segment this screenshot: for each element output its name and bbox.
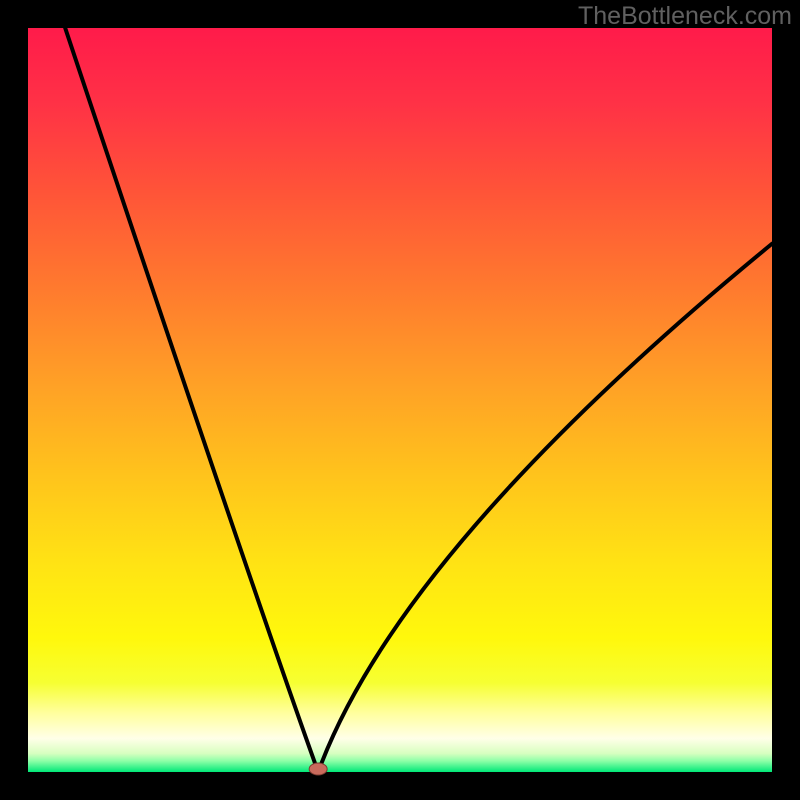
watermark-text: TheBottleneck.com bbox=[578, 2, 792, 31]
bottleneck-chart bbox=[0, 0, 800, 800]
optimum-marker bbox=[309, 763, 327, 775]
chart-container: TheBottleneck.com bbox=[0, 0, 800, 800]
chart-gradient-bg bbox=[28, 28, 772, 772]
